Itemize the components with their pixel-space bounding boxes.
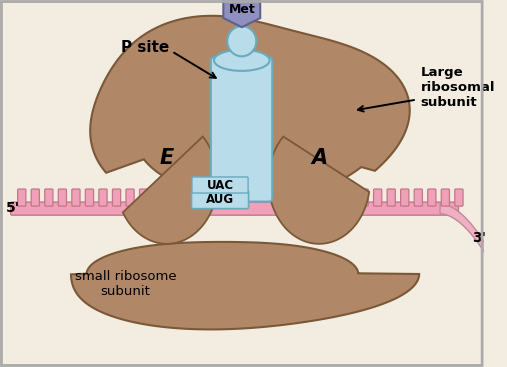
Text: UAC: UAC [206, 178, 234, 192]
FancyBboxPatch shape [72, 189, 80, 206]
FancyBboxPatch shape [99, 189, 107, 206]
FancyBboxPatch shape [18, 189, 26, 206]
Polygon shape [268, 137, 369, 244]
Polygon shape [123, 137, 218, 244]
FancyBboxPatch shape [85, 189, 94, 206]
FancyBboxPatch shape [167, 189, 175, 206]
FancyBboxPatch shape [333, 189, 341, 206]
FancyBboxPatch shape [31, 189, 40, 206]
Text: 3': 3' [472, 231, 486, 245]
FancyBboxPatch shape [306, 189, 314, 206]
Polygon shape [90, 16, 410, 200]
FancyBboxPatch shape [374, 189, 382, 206]
Polygon shape [440, 204, 488, 259]
FancyBboxPatch shape [180, 189, 189, 206]
FancyBboxPatch shape [211, 57, 272, 201]
FancyBboxPatch shape [207, 189, 215, 206]
FancyBboxPatch shape [113, 189, 121, 206]
FancyBboxPatch shape [126, 189, 134, 206]
FancyBboxPatch shape [441, 189, 450, 206]
Text: small ribosome
subunit: small ribosome subunit [75, 270, 176, 298]
FancyBboxPatch shape [194, 189, 202, 206]
FancyBboxPatch shape [414, 189, 422, 206]
FancyBboxPatch shape [360, 189, 368, 206]
FancyBboxPatch shape [428, 189, 436, 206]
FancyBboxPatch shape [139, 189, 148, 206]
FancyBboxPatch shape [45, 189, 53, 206]
FancyBboxPatch shape [11, 202, 458, 215]
FancyBboxPatch shape [192, 190, 248, 208]
FancyBboxPatch shape [319, 189, 328, 206]
FancyBboxPatch shape [279, 189, 287, 206]
FancyBboxPatch shape [401, 189, 409, 206]
Polygon shape [71, 242, 419, 330]
Text: A: A [311, 148, 327, 168]
FancyBboxPatch shape [293, 189, 301, 206]
FancyBboxPatch shape [192, 177, 248, 193]
FancyBboxPatch shape [153, 189, 161, 206]
Text: 5': 5' [6, 201, 20, 215]
Text: P site: P site [121, 40, 169, 55]
Text: AUG: AUG [206, 193, 234, 206]
Text: Met: Met [229, 3, 255, 15]
FancyBboxPatch shape [387, 189, 395, 206]
Text: E: E [160, 148, 174, 168]
Text: Large
ribosomal
subunit: Large ribosomal subunit [421, 66, 495, 109]
Circle shape [227, 26, 257, 56]
Ellipse shape [214, 50, 270, 71]
FancyBboxPatch shape [58, 189, 66, 206]
Polygon shape [224, 0, 260, 27]
FancyBboxPatch shape [346, 189, 355, 206]
FancyBboxPatch shape [455, 189, 463, 206]
